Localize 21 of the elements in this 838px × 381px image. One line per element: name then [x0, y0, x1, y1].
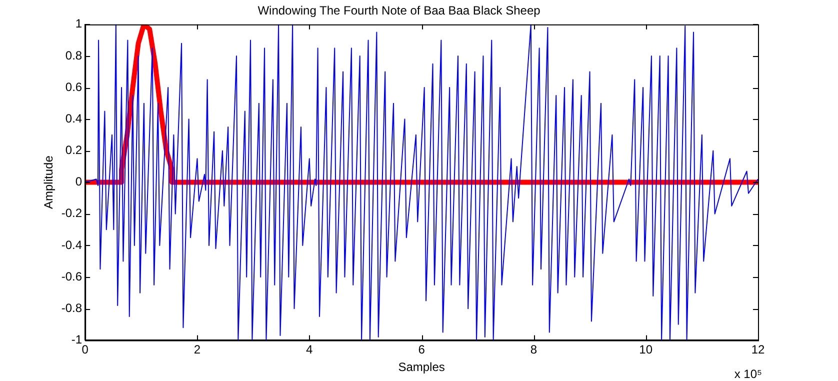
y-tick-label: -1 [71, 332, 82, 347]
y-tick-label: 0 [75, 174, 82, 189]
y-tick-label: -0.4 [61, 238, 82, 252]
y-tick-label: -0.2 [61, 206, 82, 220]
x-tick-label: 6 [418, 342, 426, 357]
y-tick-label: -0.6 [61, 269, 82, 284]
y-axis-title: Amplitude [42, 155, 56, 209]
text: x 10⁵ [734, 367, 762, 381]
x-tick-label: 12 [751, 342, 765, 357]
chart-title: Windowing The Fourth Note of Baa Baa Black Sheep [258, 4, 541, 18]
y-tick-label: -0.8 [61, 300, 82, 315]
x-tick-label: 8 [530, 342, 538, 357]
y-tick-label: 0.4 [65, 111, 82, 126]
x-tick-label: 10 [639, 342, 653, 357]
y-tick-label: 0.6 [65, 80, 82, 94]
y-tick-label: 0.2 [65, 143, 82, 158]
x-axis-title: Samples [398, 360, 445, 374]
x-tick-label: 4 [306, 342, 314, 357]
x-tick-label: 2 [194, 342, 201, 357]
y-tick-label: 1 [75, 16, 82, 31]
y-tick-label: 0.8 [65, 48, 82, 62]
